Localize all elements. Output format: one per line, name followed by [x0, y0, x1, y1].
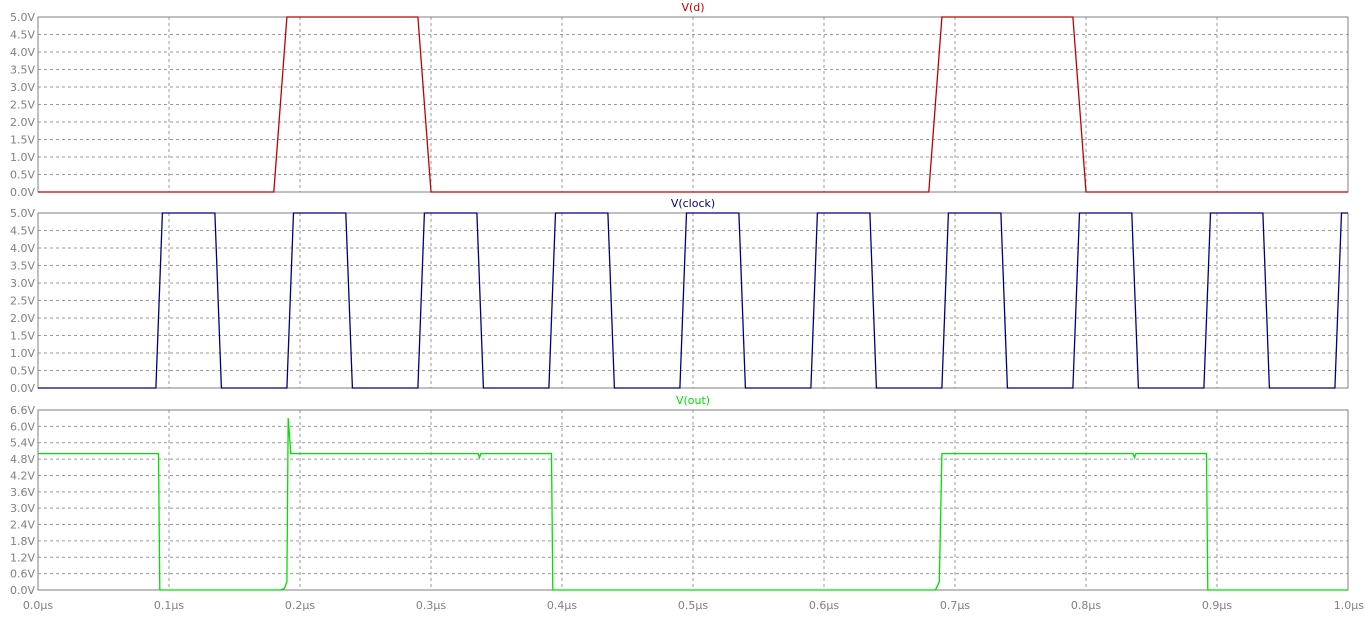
panel-2-ytick-label: 2.0V [10, 312, 35, 325]
panel-1-trace[interactable] [38, 16, 1348, 193]
x-tick-label: 0.8µs [1071, 599, 1101, 612]
panel-2-ytick-label: 3.5V [10, 260, 35, 273]
x-tick-label: 0.7µs [940, 599, 970, 612]
x-tick-label: 0.2µs [285, 599, 315, 612]
panel-3-ytick-label: 4.2V [10, 469, 35, 482]
panel-3-ytick-label: 0.0V [10, 584, 35, 597]
panel-2-ytick-label: 4.5V [10, 225, 35, 238]
panel-2-ytick-label: 1.5V [10, 330, 35, 343]
panel-3-ytick-label: 3.0V [10, 502, 35, 515]
x-tick-label: 0.6µs [809, 599, 839, 612]
panel-3-ytick-label: 5.4V [10, 437, 35, 450]
panel-1-ytick-label: 4.0V [10, 46, 35, 59]
panel-3-ytick-label: 1.2V [10, 551, 35, 564]
panel-1-ytick-label: 3.5V [10, 64, 35, 77]
x-tick-label: 0.3µs [416, 599, 446, 612]
panel-3-title: V(out) [676, 394, 710, 407]
panel-2-ytick-label: 0.5V [10, 365, 35, 378]
x-tick-label: 0.9µs [1202, 599, 1232, 612]
panel-3-trace[interactable] [38, 418, 1348, 591]
panel-2-ytick-label: 3.0V [10, 277, 35, 290]
panel-1-ytick-label: 0.5V [10, 169, 35, 182]
panel-2-ytick-label: 2.5V [10, 295, 35, 308]
panel-2-trace[interactable] [38, 212, 1348, 389]
panel-3-ytick-label: 2.4V [10, 519, 35, 532]
panel-3-ytick-label: 1.8V [10, 535, 35, 548]
panel-3-ytick-label: 3.6V [10, 486, 35, 499]
x-tick-label: 0.5µs [678, 599, 708, 612]
panel-2-title: V(clock) [671, 197, 715, 210]
panel-2-ytick-label: 4.0V [10, 242, 35, 255]
x-tick-label: 0.4µs [547, 599, 577, 612]
x-tick-label: 1.0µs [1334, 599, 1364, 612]
x-tick-label: 0.1µs [154, 599, 184, 612]
panel-1-ytick-label: 4.5V [10, 29, 35, 42]
panel-2-ytick-label: 5.0V [10, 207, 35, 220]
panel-1-ytick-label: 3.0V [10, 81, 35, 94]
panel-1-ytick-label: 2.0V [10, 116, 35, 129]
panel-3-ytick-label: 6.6V [10, 404, 35, 417]
panel-1-ytick-label: 1.0V [10, 151, 35, 164]
panel-2-ytick-label: 0.0V [10, 382, 35, 395]
panel-1-ytick-label: 0.0V [10, 186, 35, 199]
panel-1-title: V(d) [681, 1, 704, 14]
panel-1-ytick-label: 2.5V [10, 99, 35, 112]
panel-2-ytick-label: 1.0V [10, 347, 35, 360]
panel-3-ytick-label: 4.8V [10, 453, 35, 466]
panel-1-ytick-label: 5.0V [10, 11, 35, 24]
panel-3-ytick-label: 0.6V [10, 568, 35, 581]
panel-1-ytick-label: 1.5V [10, 134, 35, 147]
x-tick-label: 0.0µs [23, 599, 53, 612]
panel-3-ytick-label: 6.0V [10, 420, 35, 433]
